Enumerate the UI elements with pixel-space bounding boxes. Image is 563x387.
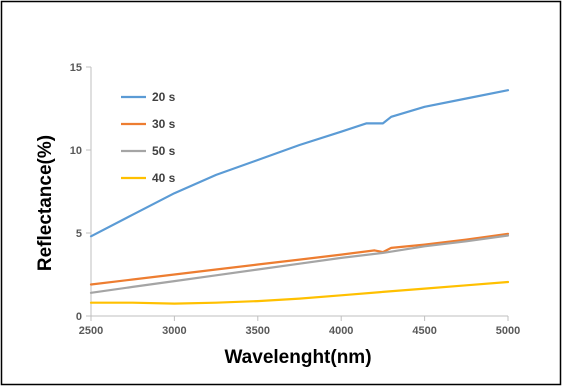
axes-layer: 0 5 10 15 2500 3000 3500 4000 4500 5000 [70,62,520,337]
y-tick-label: 0 [76,311,82,323]
legend-label: 30 s [152,117,176,131]
series-line-50s [89,234,510,294]
legend: 20 s 30 s 50 s 40 s [121,90,176,185]
series-line-40s [89,280,510,305]
series-layer [89,89,510,305]
legend-label: 40 s [152,171,176,185]
x-tick-label: 2500 [79,325,103,337]
y-tick-label: 5 [76,228,82,240]
y-tick-label: 15 [70,62,82,74]
x-tick-label: 3000 [162,325,186,337]
series-line-20s [89,89,510,238]
series-line-30s [89,232,510,286]
x-tick-label: 4500 [412,325,436,337]
x-tick-label: 5000 [496,325,520,337]
legend-label: 20 s [152,90,176,104]
x-tick-label: 4000 [329,325,353,337]
x-tick-label: 3500 [246,325,270,337]
x-axis-title: Wavelenght(nm) [224,347,371,368]
y-axis-title: Reflectance(%) [35,135,56,271]
legend-label: 50 s [152,144,176,158]
y-tick-label: 10 [70,145,82,157]
